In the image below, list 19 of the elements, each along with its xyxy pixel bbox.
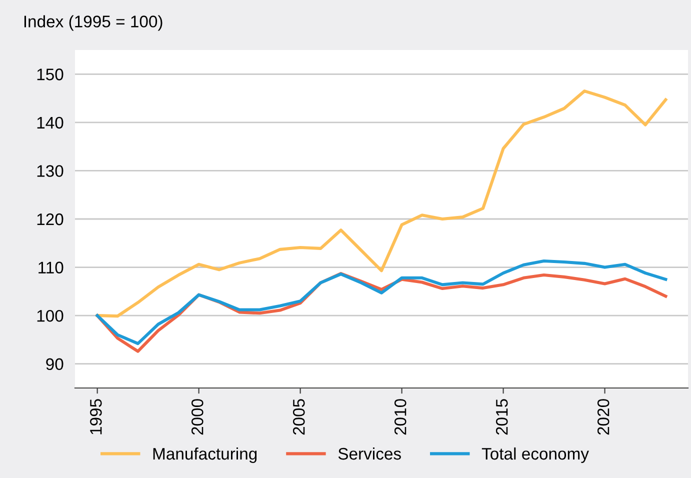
x-tick-label: 2005 — [292, 399, 305, 435]
x-tick-label: 1995 — [90, 399, 102, 434]
legend-label: Services — [338, 447, 401, 460]
x-tick-label: 2010 — [394, 399, 406, 435]
y-tick-label: 120 — [37, 213, 64, 226]
y-tick-label: 100 — [37, 310, 64, 322]
y-tick-label: 90 — [46, 358, 64, 370]
y-tick-label: 110 — [38, 262, 64, 274]
line-series — [96, 259, 668, 346]
y-tick-label: 140 — [37, 116, 64, 129]
x-tick-label: 2015 — [496, 399, 508, 435]
x-tick-label: 2000 — [191, 399, 204, 435]
x-tick-label: 2020 — [597, 399, 610, 435]
y-axis-title: Index (1995 = 100) — [24, 15, 162, 31]
y-tick-label: 130 — [37, 165, 64, 177]
legend-label: Total economy — [482, 447, 589, 463]
line-series — [96, 90, 668, 318]
y-tick-label: 150 — [37, 68, 64, 80]
legend-label: Manufacturing — [153, 447, 257, 463]
